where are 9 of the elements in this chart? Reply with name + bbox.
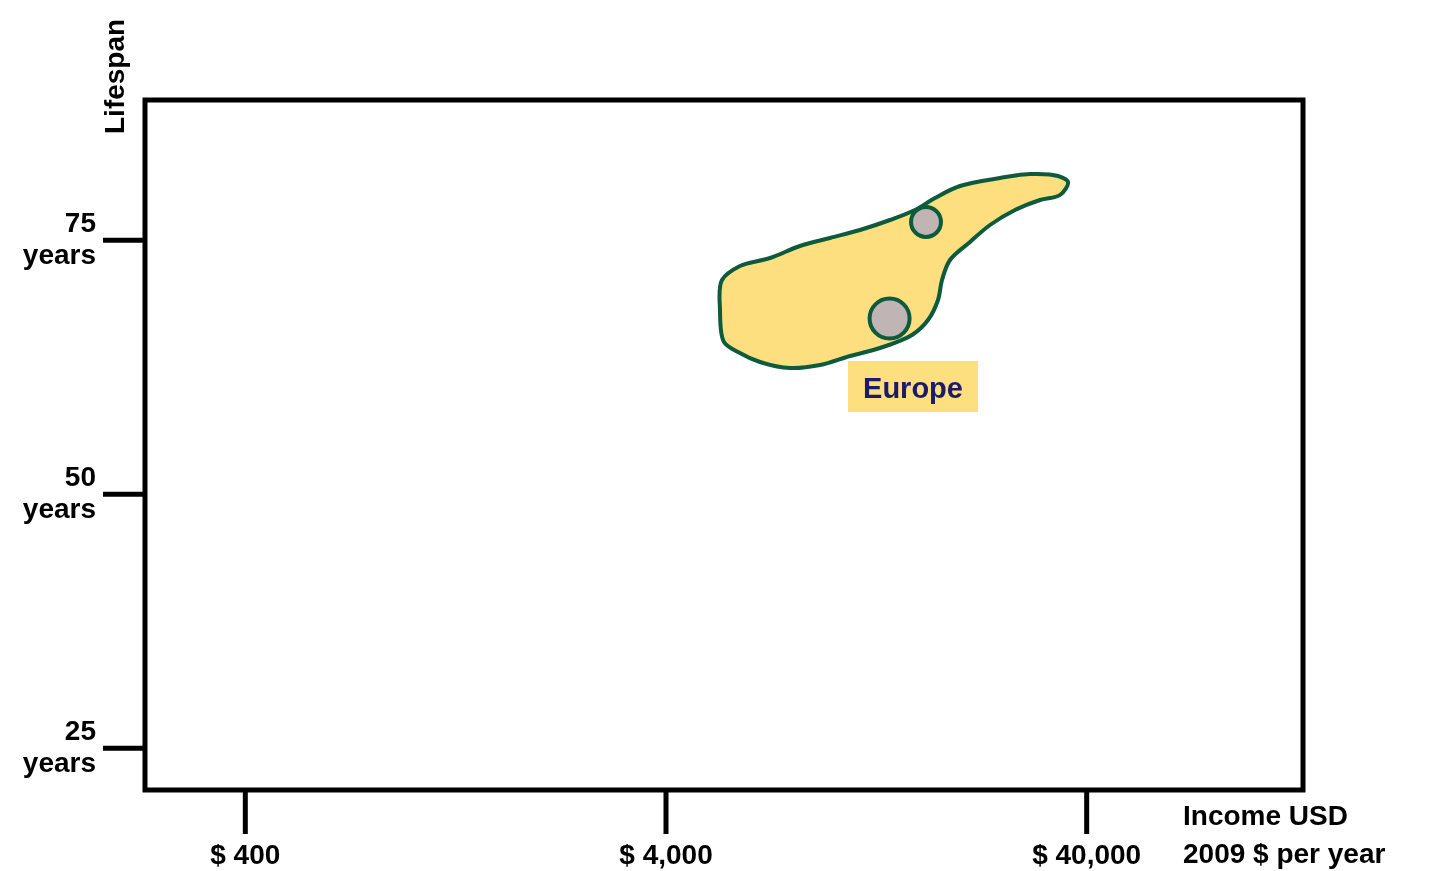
x-axis-title: Income USD 2009 $ per year (1183, 800, 1386, 869)
y-axis-title: Lifespan (99, 18, 130, 134)
x-tick-label: $ 40,000 (1032, 839, 1142, 870)
annotation: Europe (863, 372, 963, 404)
x-tick-label: $ 4,000 (619, 839, 713, 870)
y-tick-label: 50 years (22, 461, 96, 525)
x-tick-label: $ 400 (210, 839, 281, 870)
y-tick-label: 75 years (22, 207, 96, 271)
y-tick-label: 25 years (22, 715, 96, 779)
